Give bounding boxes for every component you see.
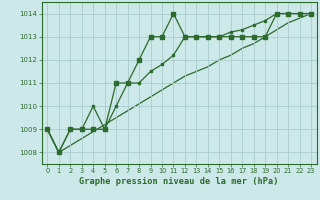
- X-axis label: Graphe pression niveau de la mer (hPa): Graphe pression niveau de la mer (hPa): [79, 177, 279, 186]
